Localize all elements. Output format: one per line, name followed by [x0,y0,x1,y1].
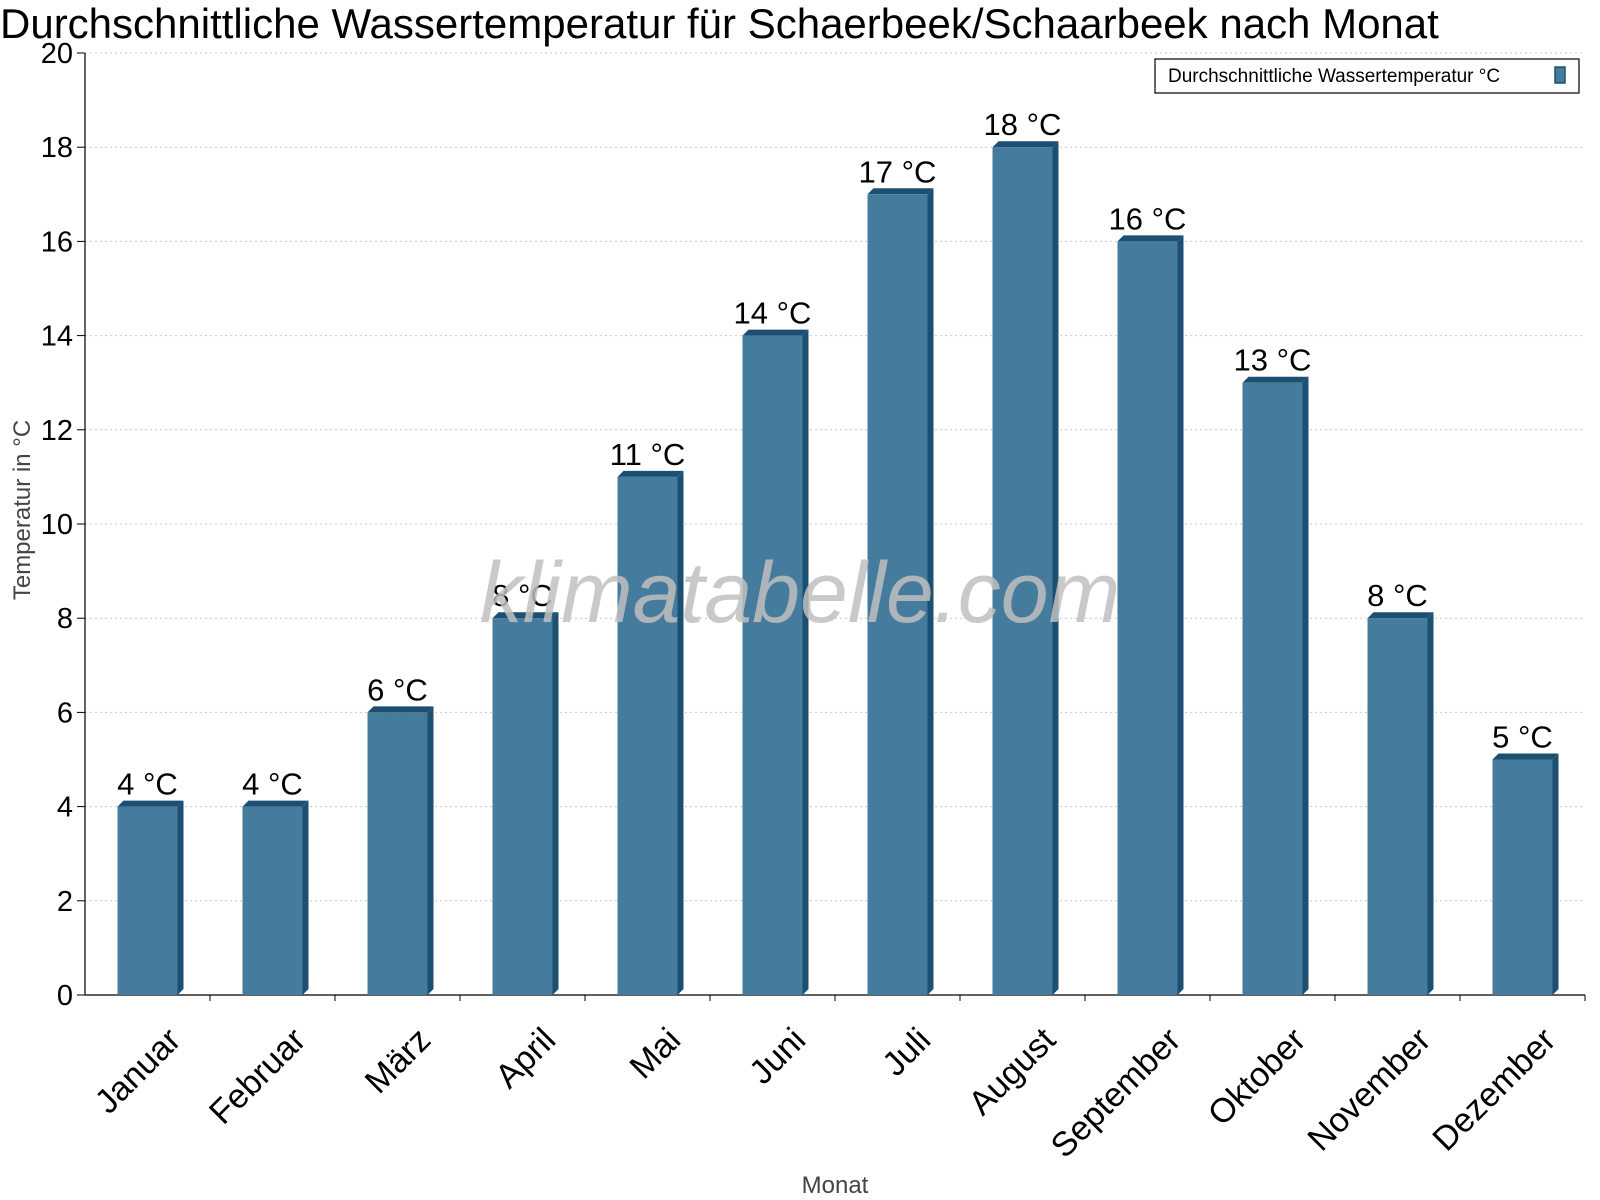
x-tick-label: Mai [623,1021,689,1087]
data-labels: 4 °C 4 °C 6 °C 8 °C 11 °C 14 °C 17 °C 18 °C 16 °… [117,107,1553,801]
x-axis-title: Monat [802,1172,869,1199]
x-tick-label: Januar [88,1021,188,1121]
bar-top [617,470,684,477]
bar-side [302,800,309,995]
bar-top [1492,753,1559,760]
x-tick-label: Dezember [1425,1021,1563,1159]
y-tick-label: 10 [41,509,73,541]
bar [1242,376,1309,995]
bar-side [1552,753,1559,995]
bar [492,612,559,995]
bar [242,800,309,995]
bar-face [1242,382,1303,995]
y-tick-label: 6 [57,697,73,729]
legend-entry: Durchschnittliche Wassertemperatur °C [1168,66,1500,87]
y-tick-label: 0 [57,980,73,1012]
bar-side [677,470,684,995]
data-label: 13 °C [1234,343,1312,378]
bar [1492,753,1559,995]
data-label: 16 °C [1109,201,1187,236]
bar [992,141,1059,995]
data-label: 17 °C [859,154,937,189]
bar-top [1367,612,1434,619]
x-tick-label: Juni [742,1021,813,1092]
bar-face [617,476,678,995]
x-tick-label: Februar [202,1021,313,1132]
bar [117,800,184,995]
x-tick-label: Juli [875,1021,938,1084]
bar-face [992,147,1053,995]
bar-side [1427,612,1434,995]
bar-face [867,194,928,996]
bar-side [802,329,809,996]
data-label: 4 °C [117,767,178,802]
bar-side [552,612,559,995]
y-tick-label: 2 [57,886,73,918]
bar-face [242,806,303,995]
bar-face [1367,618,1428,995]
bar [742,329,809,996]
bar-top [992,141,1059,148]
bar-top [1242,376,1309,383]
bar-top [367,706,434,713]
bar [1367,612,1434,995]
chart-title: Durchschnittliche Wassertemperatur für S… [0,0,1439,47]
x-tick-label: September [1044,1021,1188,1165]
data-label: 8 °C [492,578,553,613]
x-tick-label: August [961,1020,1063,1122]
y-tick-label: 16 [41,226,73,258]
data-label: 4 °C [242,767,303,802]
bar-top [742,329,809,336]
bar-top [492,612,559,619]
y-tick-label: 12 [41,415,73,447]
bar-side [427,706,434,995]
y-tick-label: 18 [41,132,73,164]
legend-box [1154,58,1580,94]
data-label: 11 °C [610,437,686,472]
bar [1117,235,1184,995]
bar-side [927,188,934,996]
data-label: 6 °C [367,672,428,707]
y-tick-label: 14 [41,321,73,353]
x-tick-label: März [358,1021,438,1101]
bar [617,470,684,995]
watermark: klimatabelle.com [480,545,1120,641]
bar-side [1302,376,1309,995]
bar-face [492,618,553,995]
y-tick-label: 8 [57,603,73,635]
bar-face [367,712,428,995]
legend: Durchschnittliche Wassertemperatur °C [1154,58,1580,94]
bar [867,188,934,996]
bar-top [117,800,184,807]
x-tick-label: April [488,1021,563,1096]
bar-top [867,188,934,195]
bar-face [742,335,803,996]
bar-face [1117,241,1178,995]
grid [85,52,1585,902]
bar-top [242,800,309,807]
bar-side [1177,235,1184,995]
data-label: 18 °C [984,107,1062,142]
legend-swatch [1554,66,1566,84]
bar-side [1052,141,1059,995]
bar-face [1492,759,1553,995]
data-label: 5 °C [1492,720,1553,755]
x-tick-label: Oktober [1201,1021,1313,1133]
y-axis-title: Temperatur in °C [9,420,36,600]
bars [117,141,1559,996]
bar-side [177,800,184,995]
y-tick-label: 4 [57,792,73,824]
bar-face [117,806,178,995]
bar-top [1117,235,1184,242]
data-label: 14 °C [734,296,812,331]
bar [367,706,434,995]
x-tick-label: November [1300,1021,1438,1159]
data-label: 8 °C [1367,578,1428,613]
y-tick-label: 20 [41,38,73,70]
